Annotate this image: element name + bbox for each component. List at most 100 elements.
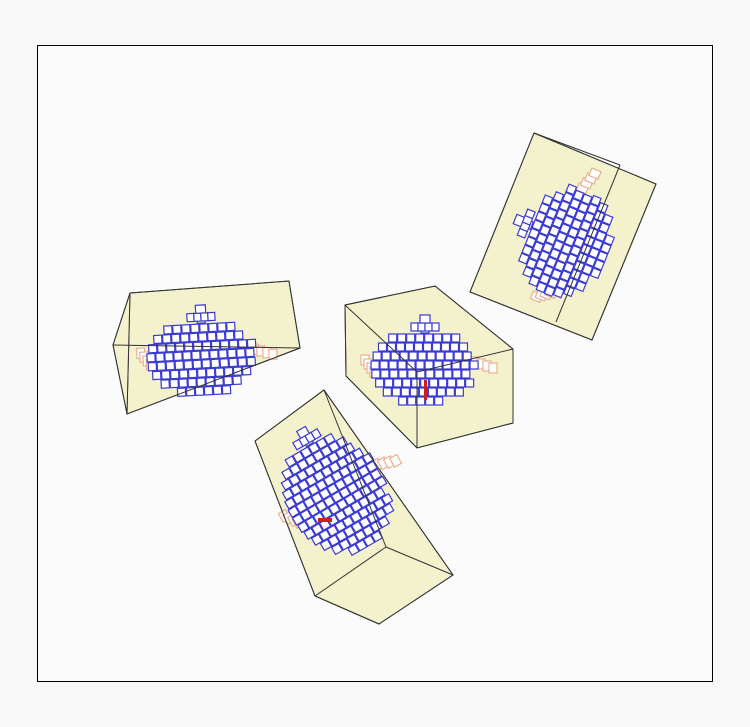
- voxel: [323, 432, 336, 446]
- bounding-box-4-edge: [314, 546, 387, 597]
- voxel: [369, 468, 383, 481]
- voxel: [429, 378, 439, 388]
- voxel: [304, 453, 317, 467]
- voxel: [562, 214, 575, 227]
- voxel: [338, 486, 352, 499]
- bounding-box-4-edge: [385, 546, 454, 576]
- voxel: [228, 357, 239, 368]
- voxel: [312, 469, 326, 483]
- voxel: [203, 385, 214, 396]
- voxel-teapot-4: [254, 389, 454, 625]
- voxel: [354, 529, 367, 542]
- voxel: [545, 207, 558, 220]
- voxel: [237, 339, 248, 349]
- voxel: [182, 351, 192, 361]
- voxel: [386, 342, 397, 352]
- voxel: [542, 216, 555, 229]
- voxel: [160, 379, 171, 389]
- voxel: [552, 191, 565, 203]
- voxel: [342, 504, 355, 518]
- voxel: [305, 474, 318, 487]
- voxel: [330, 469, 344, 483]
- voxel: [219, 340, 230, 350]
- voxel: [174, 360, 185, 371]
- voxel: [567, 226, 580, 239]
- voxel: [233, 330, 244, 340]
- voxel: [147, 361, 158, 372]
- voxel: [552, 239, 565, 252]
- voxel: [411, 378, 421, 388]
- voxel: [398, 396, 408, 406]
- voxel: [427, 387, 437, 397]
- voxel: [426, 351, 436, 361]
- voxel: [297, 478, 310, 492]
- voxel: [596, 250, 609, 263]
- voxel: [388, 333, 398, 343]
- voxel: [187, 368, 198, 379]
- bounding-box-2-edges: [344, 285, 514, 449]
- voxel: [583, 211, 596, 224]
- voxel: [164, 351, 174, 362]
- voxel: [193, 312, 202, 323]
- voxel: [589, 194, 602, 207]
- voxel: [445, 387, 455, 397]
- voxel: [562, 261, 575, 274]
- voxel: [538, 250, 551, 263]
- voxel: [201, 359, 212, 369]
- bounding-box-4-edges: [254, 389, 454, 625]
- voxel: [304, 516, 318, 529]
- voxel: [336, 456, 349, 469]
- voxel: [326, 513, 340, 527]
- voxel: [327, 440, 341, 454]
- voxel: [580, 193, 593, 206]
- voxel: [219, 358, 230, 368]
- voxel: [183, 359, 194, 370]
- voxel: [584, 255, 597, 268]
- voxel: [436, 387, 446, 397]
- voxel: [589, 267, 602, 280]
- voxel: [588, 246, 601, 259]
- voxel: [512, 213, 526, 228]
- voxel: [410, 322, 419, 332]
- voxel: [553, 260, 566, 273]
- voxel: [528, 249, 541, 262]
- voxel: [408, 351, 418, 361]
- voxel: [186, 312, 195, 323]
- voxel: [379, 360, 389, 370]
- bounding-box-4-edge: [323, 389, 387, 548]
- voxel: [334, 519, 347, 533]
- voxel: [322, 495, 336, 508]
- voxel: [303, 464, 317, 478]
- voxel: [315, 478, 328, 492]
- voxel: [528, 275, 541, 288]
- voxel: [382, 387, 392, 397]
- bounding-box-3-edge: [555, 164, 621, 323]
- voxel: [371, 369, 381, 379]
- voxel: [447, 378, 457, 388]
- voxel: [319, 538, 333, 552]
- voxel: [549, 199, 562, 212]
- voxel: [415, 360, 425, 370]
- voxel: [169, 378, 180, 389]
- voxel: [375, 378, 385, 388]
- voxel: [435, 351, 445, 361]
- voxel: [397, 360, 407, 370]
- voxel: [151, 370, 162, 381]
- voxel: [343, 525, 356, 538]
- voxel: [288, 462, 302, 476]
- voxel: [581, 263, 594, 276]
- voxel: [524, 208, 536, 220]
- voxel: [349, 510, 363, 524]
- voxel: [221, 384, 232, 395]
- voxel: [377, 515, 391, 529]
- voxel: [424, 322, 433, 332]
- voxel: [404, 342, 415, 352]
- voxel: [299, 487, 313, 501]
- voxel: [362, 534, 376, 548]
- voxel: [556, 278, 569, 291]
- voxel: [194, 304, 207, 314]
- voxel: [318, 487, 332, 500]
- voxel: [179, 333, 190, 343]
- voxel: [174, 342, 185, 353]
- voxel: [545, 256, 558, 269]
